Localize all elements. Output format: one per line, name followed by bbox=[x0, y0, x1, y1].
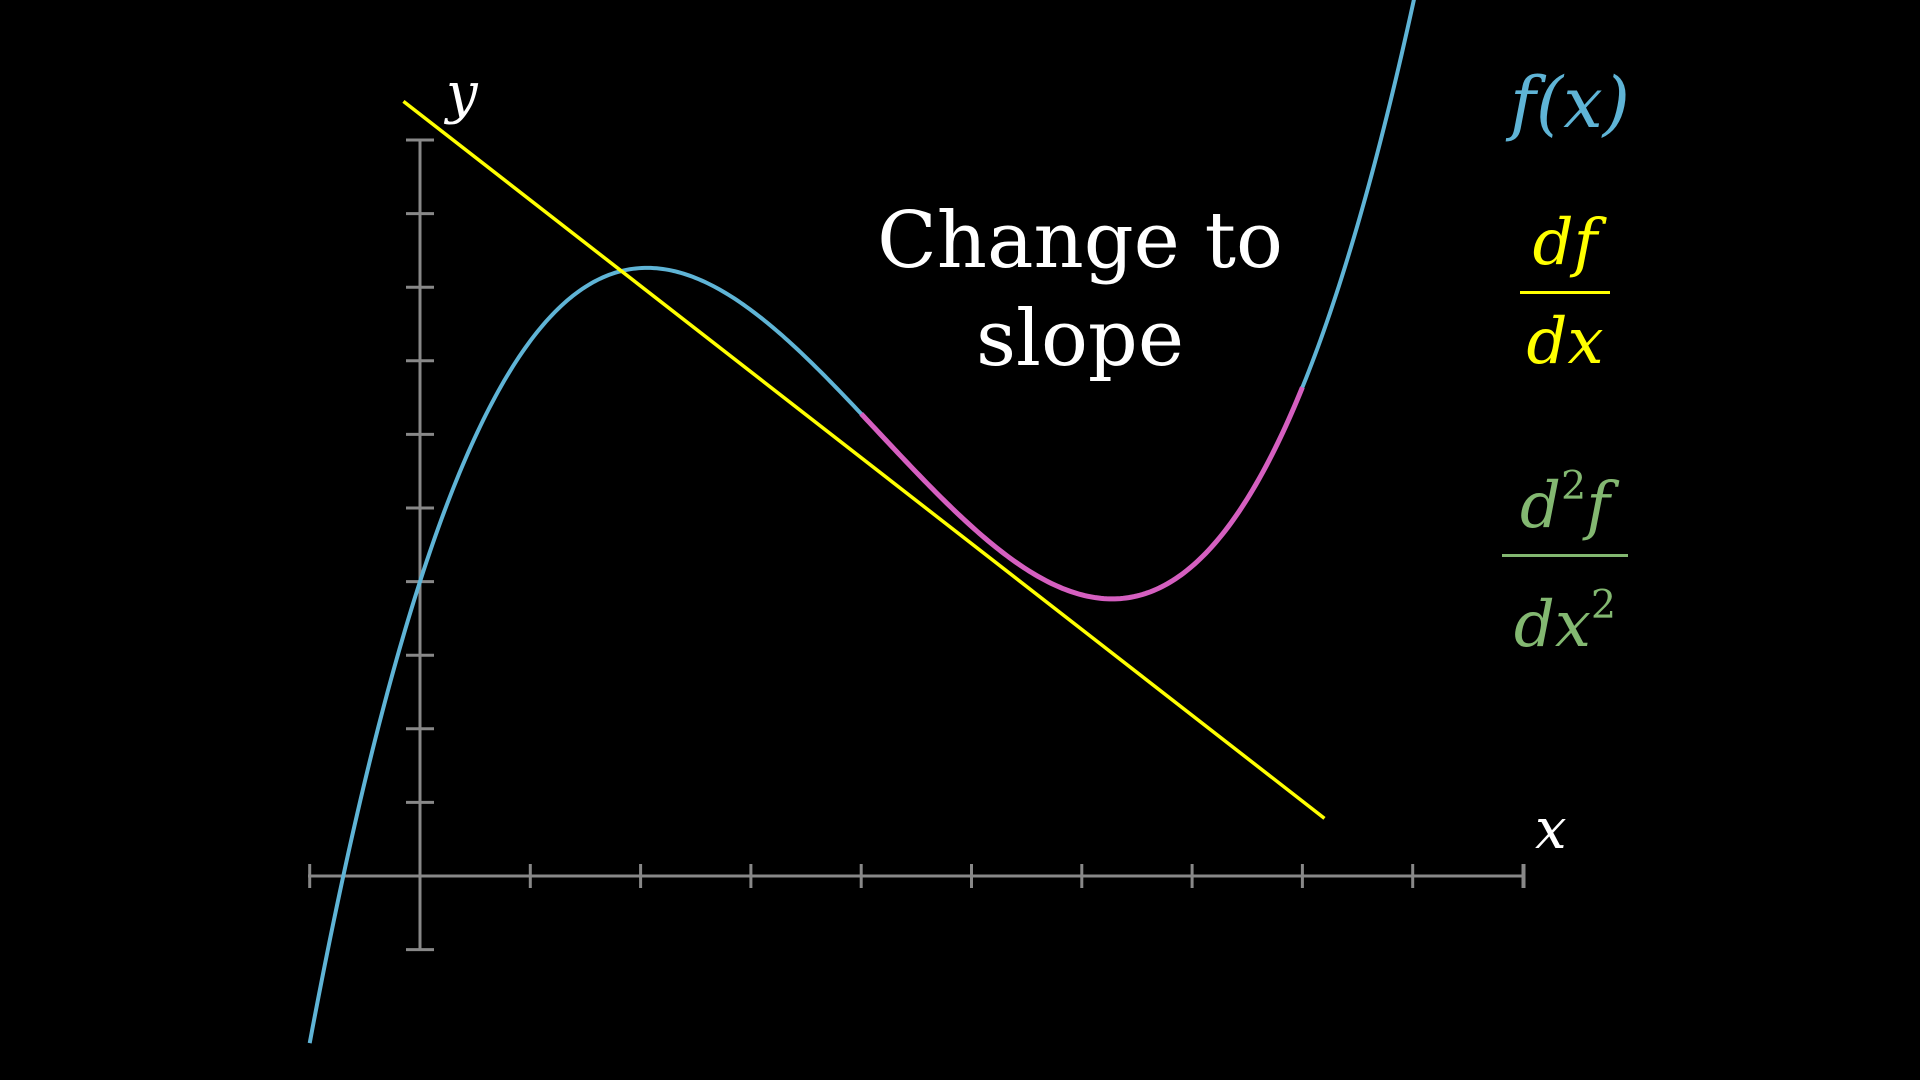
caption: Change to slope bbox=[860, 192, 1300, 388]
highlight-segment bbox=[859, 386, 1305, 602]
second-derivative-num-base: d bbox=[1520, 468, 1562, 543]
second-derivative-numerator: d2f bbox=[1520, 448, 1610, 544]
second-derivative-num-tail: f bbox=[1586, 468, 1610, 543]
first-derivative-denominator: dx bbox=[1526, 305, 1604, 379]
x-axis-label: x bbox=[1535, 797, 1567, 862]
axes bbox=[308, 138, 1526, 952]
legend-first-derivative: df dx bbox=[1520, 205, 1610, 380]
caption-line-1: Change to bbox=[877, 196, 1283, 286]
legend-function: f(x) bbox=[1480, 58, 1660, 148]
legend-function-label: f(x) bbox=[1509, 62, 1630, 144]
second-derivative-den-base: dx bbox=[1513, 587, 1591, 662]
second-derivative-denominator: dx2 bbox=[1514, 567, 1616, 663]
first-derivative-numerator: df bbox=[1532, 206, 1598, 280]
first-derivative-fraction-bar bbox=[1520, 291, 1610, 294]
y-axis-label: y bbox=[443, 61, 479, 126]
function-curve bbox=[307, 0, 1416, 1044]
tangent-line bbox=[402, 99, 1326, 820]
second-derivative-den-exponent: 2 bbox=[1590, 581, 1617, 628]
second-derivative-num-exponent: 2 bbox=[1561, 463, 1587, 509]
caption-line-2: slope bbox=[975, 294, 1185, 384]
legend-second-derivative: d2f dx2 bbox=[1502, 448, 1628, 663]
second-derivative-fraction-bar bbox=[1502, 553, 1628, 557]
